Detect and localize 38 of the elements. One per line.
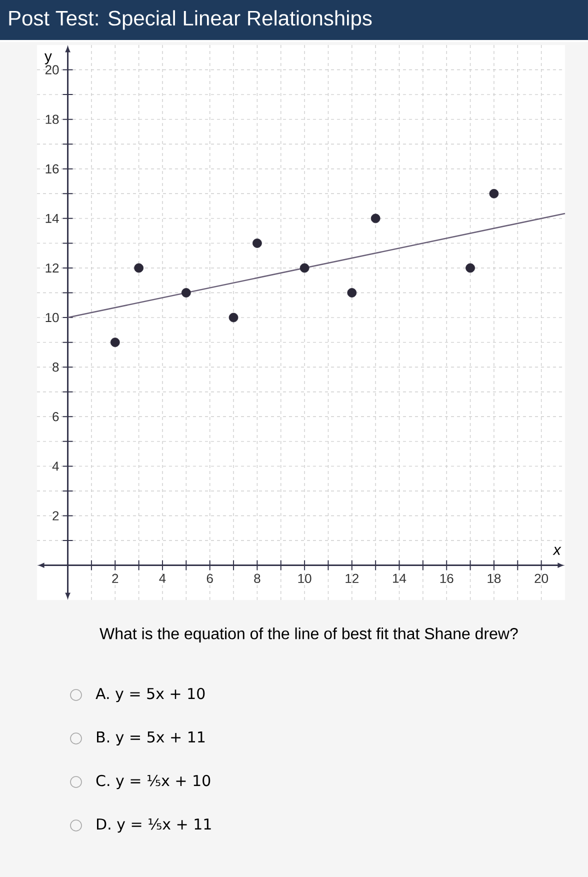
point bbox=[347, 288, 357, 298]
x-tick-label: 18 bbox=[488, 574, 501, 584]
point bbox=[181, 288, 191, 298]
x-tick-label: 8 bbox=[254, 574, 260, 584]
y-tick-label: 12 bbox=[46, 263, 59, 273]
y-axis-title: y bbox=[44, 53, 52, 64]
point bbox=[370, 214, 380, 224]
y-tick-label: 16 bbox=[46, 164, 59, 174]
point bbox=[300, 263, 310, 273]
x-tick-label: 20 bbox=[534, 574, 548, 584]
point bbox=[252, 238, 262, 248]
y-tick-label: 2 bbox=[52, 511, 59, 520]
point bbox=[110, 338, 120, 348]
y-tick-label: 14 bbox=[46, 214, 59, 223]
text: A. y = 5x + 10 bbox=[96, 688, 205, 702]
x-tick-label: 14 bbox=[393, 574, 406, 583]
point bbox=[134, 263, 144, 273]
point bbox=[228, 312, 238, 322]
chart-title: Post Test: Special Linear Relationships bbox=[9, 10, 372, 30]
y-tick-label: 8 bbox=[52, 362, 59, 372]
point bbox=[466, 263, 475, 273]
text: D. y = ⅕x + 11 bbox=[97, 818, 211, 833]
y-tick-label: 10 bbox=[46, 312, 59, 322]
y-tick-label: 6 bbox=[52, 412, 59, 422]
y-tick-label: 20 bbox=[45, 65, 59, 74]
x-tick-label: 10 bbox=[298, 574, 312, 584]
text: B. y = 5x + 11 bbox=[97, 731, 205, 746]
y-tick-label: 4 bbox=[52, 462, 59, 471]
x-tick-label: 12 bbox=[346, 574, 358, 583]
x-tick-label: 4 bbox=[159, 574, 166, 583]
x-axis-title: x bbox=[552, 546, 562, 555]
x-tick-label: 16 bbox=[440, 574, 454, 584]
x-tick-label: 2 bbox=[112, 574, 118, 583]
y-tick-label: 18 bbox=[46, 114, 59, 124]
text: C. y = ⅕x + 10 bbox=[96, 774, 210, 790]
point bbox=[489, 188, 499, 198]
text: What is the equation of the line of best fit that Shane drew? bbox=[100, 628, 518, 642]
x-tick-label: 6 bbox=[206, 574, 213, 584]
